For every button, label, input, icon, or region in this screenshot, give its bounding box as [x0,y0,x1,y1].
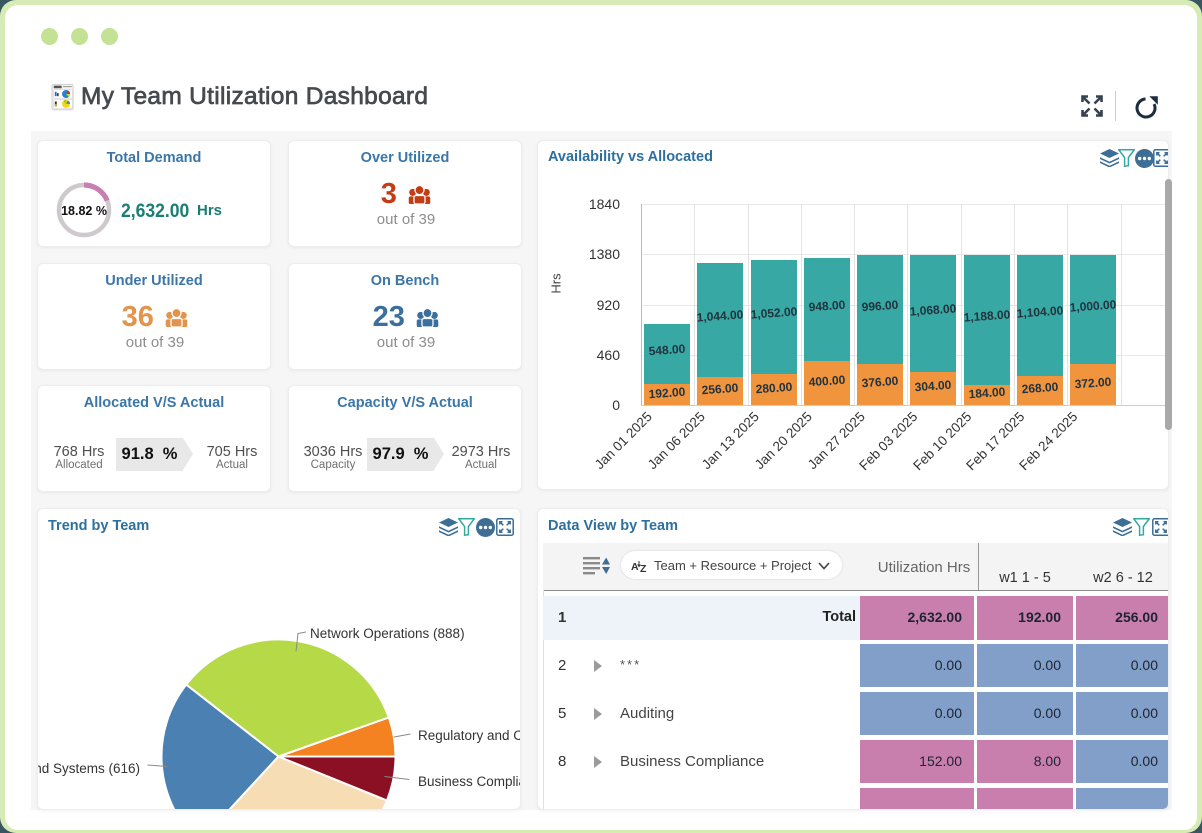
svg-text:18.82 %: 18.82 % [61,204,107,218]
svg-text:A: A [631,561,639,573]
svg-text:Z: Z [640,563,647,573]
